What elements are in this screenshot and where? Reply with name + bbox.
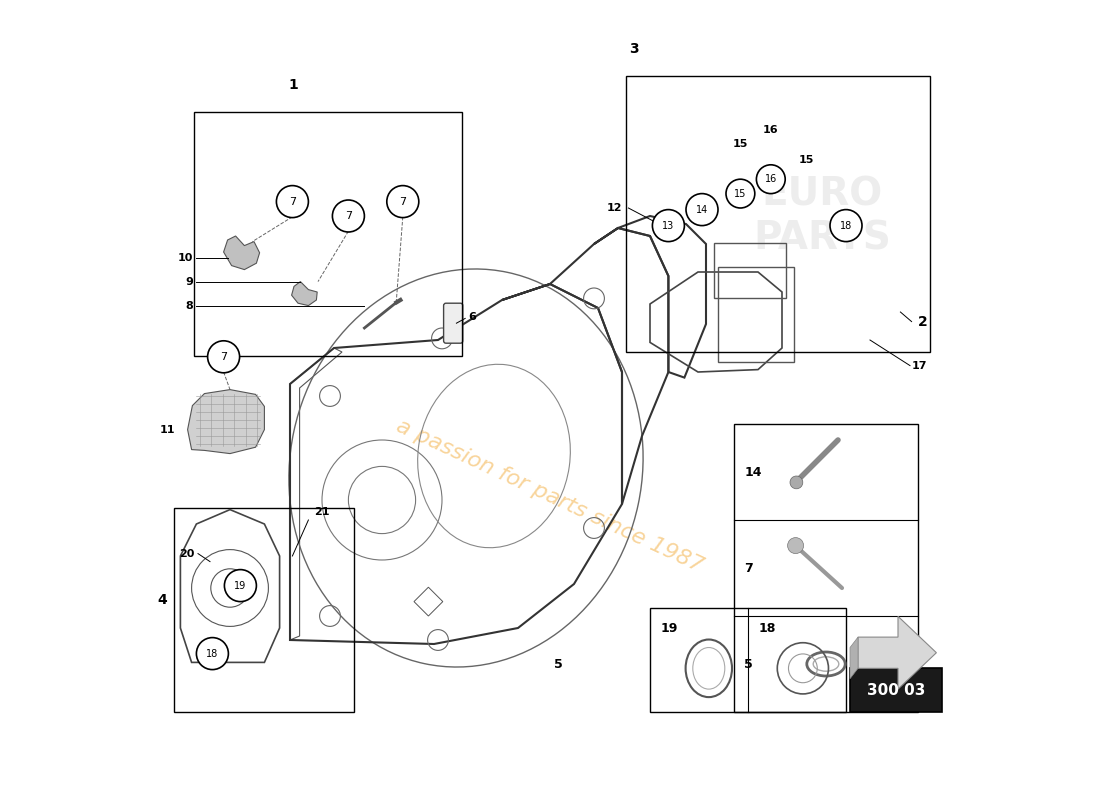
Text: 5: 5: [553, 658, 562, 670]
Text: 14: 14: [745, 466, 762, 478]
Text: 7: 7: [220, 352, 228, 362]
Text: 7: 7: [399, 197, 406, 206]
Text: 2: 2: [917, 314, 927, 329]
Text: 18: 18: [758, 622, 776, 635]
Text: 15: 15: [734, 189, 747, 198]
Circle shape: [726, 179, 755, 208]
Bar: [650, 608, 846, 712]
Circle shape: [276, 186, 308, 218]
Text: 14: 14: [696, 205, 708, 214]
Text: 1: 1: [288, 78, 298, 92]
Circle shape: [790, 476, 803, 489]
Polygon shape: [858, 616, 936, 689]
Polygon shape: [850, 637, 858, 678]
Text: 10: 10: [178, 253, 194, 262]
Text: 7: 7: [289, 197, 296, 206]
Text: 18: 18: [840, 221, 852, 230]
Polygon shape: [188, 390, 264, 454]
Text: 16: 16: [764, 174, 777, 184]
Text: 16: 16: [763, 125, 779, 134]
Bar: [174, 508, 354, 712]
Circle shape: [332, 200, 364, 232]
Text: 7: 7: [344, 211, 352, 221]
Text: 4: 4: [158, 593, 167, 607]
Circle shape: [830, 210, 862, 242]
Bar: [194, 112, 462, 356]
Bar: [718, 267, 794, 362]
Text: EURO
PARTS: EURO PARTS: [754, 175, 891, 257]
Text: 8: 8: [186, 301, 194, 310]
Text: 19: 19: [234, 581, 246, 590]
Text: 19: 19: [660, 622, 678, 635]
Circle shape: [652, 210, 684, 242]
Text: 15: 15: [799, 155, 814, 165]
Text: 300 03: 300 03: [867, 682, 925, 698]
Text: a passion for parts since 1987: a passion for parts since 1987: [394, 416, 706, 576]
Circle shape: [224, 570, 256, 602]
Text: 20: 20: [178, 549, 194, 558]
Text: 12: 12: [606, 203, 621, 213]
Polygon shape: [292, 282, 317, 306]
Bar: [850, 668, 942, 712]
Text: 5: 5: [745, 658, 754, 670]
Circle shape: [757, 165, 785, 194]
Circle shape: [788, 538, 804, 554]
Text: 15: 15: [733, 139, 748, 149]
Circle shape: [686, 194, 718, 226]
Text: 3: 3: [629, 42, 639, 56]
Bar: [714, 243, 786, 298]
Circle shape: [387, 186, 419, 218]
Bar: [734, 424, 918, 712]
Text: 21: 21: [315, 507, 330, 517]
Circle shape: [208, 341, 240, 373]
Polygon shape: [223, 236, 260, 270]
FancyBboxPatch shape: [443, 303, 463, 343]
Circle shape: [197, 638, 229, 670]
Text: 9: 9: [185, 277, 194, 286]
Bar: [626, 76, 930, 352]
Text: 7: 7: [745, 562, 754, 574]
Text: 6: 6: [469, 312, 476, 322]
Text: 11: 11: [161, 425, 176, 434]
Text: 17: 17: [912, 361, 927, 370]
Text: 18: 18: [207, 649, 219, 658]
Text: 13: 13: [662, 221, 674, 230]
